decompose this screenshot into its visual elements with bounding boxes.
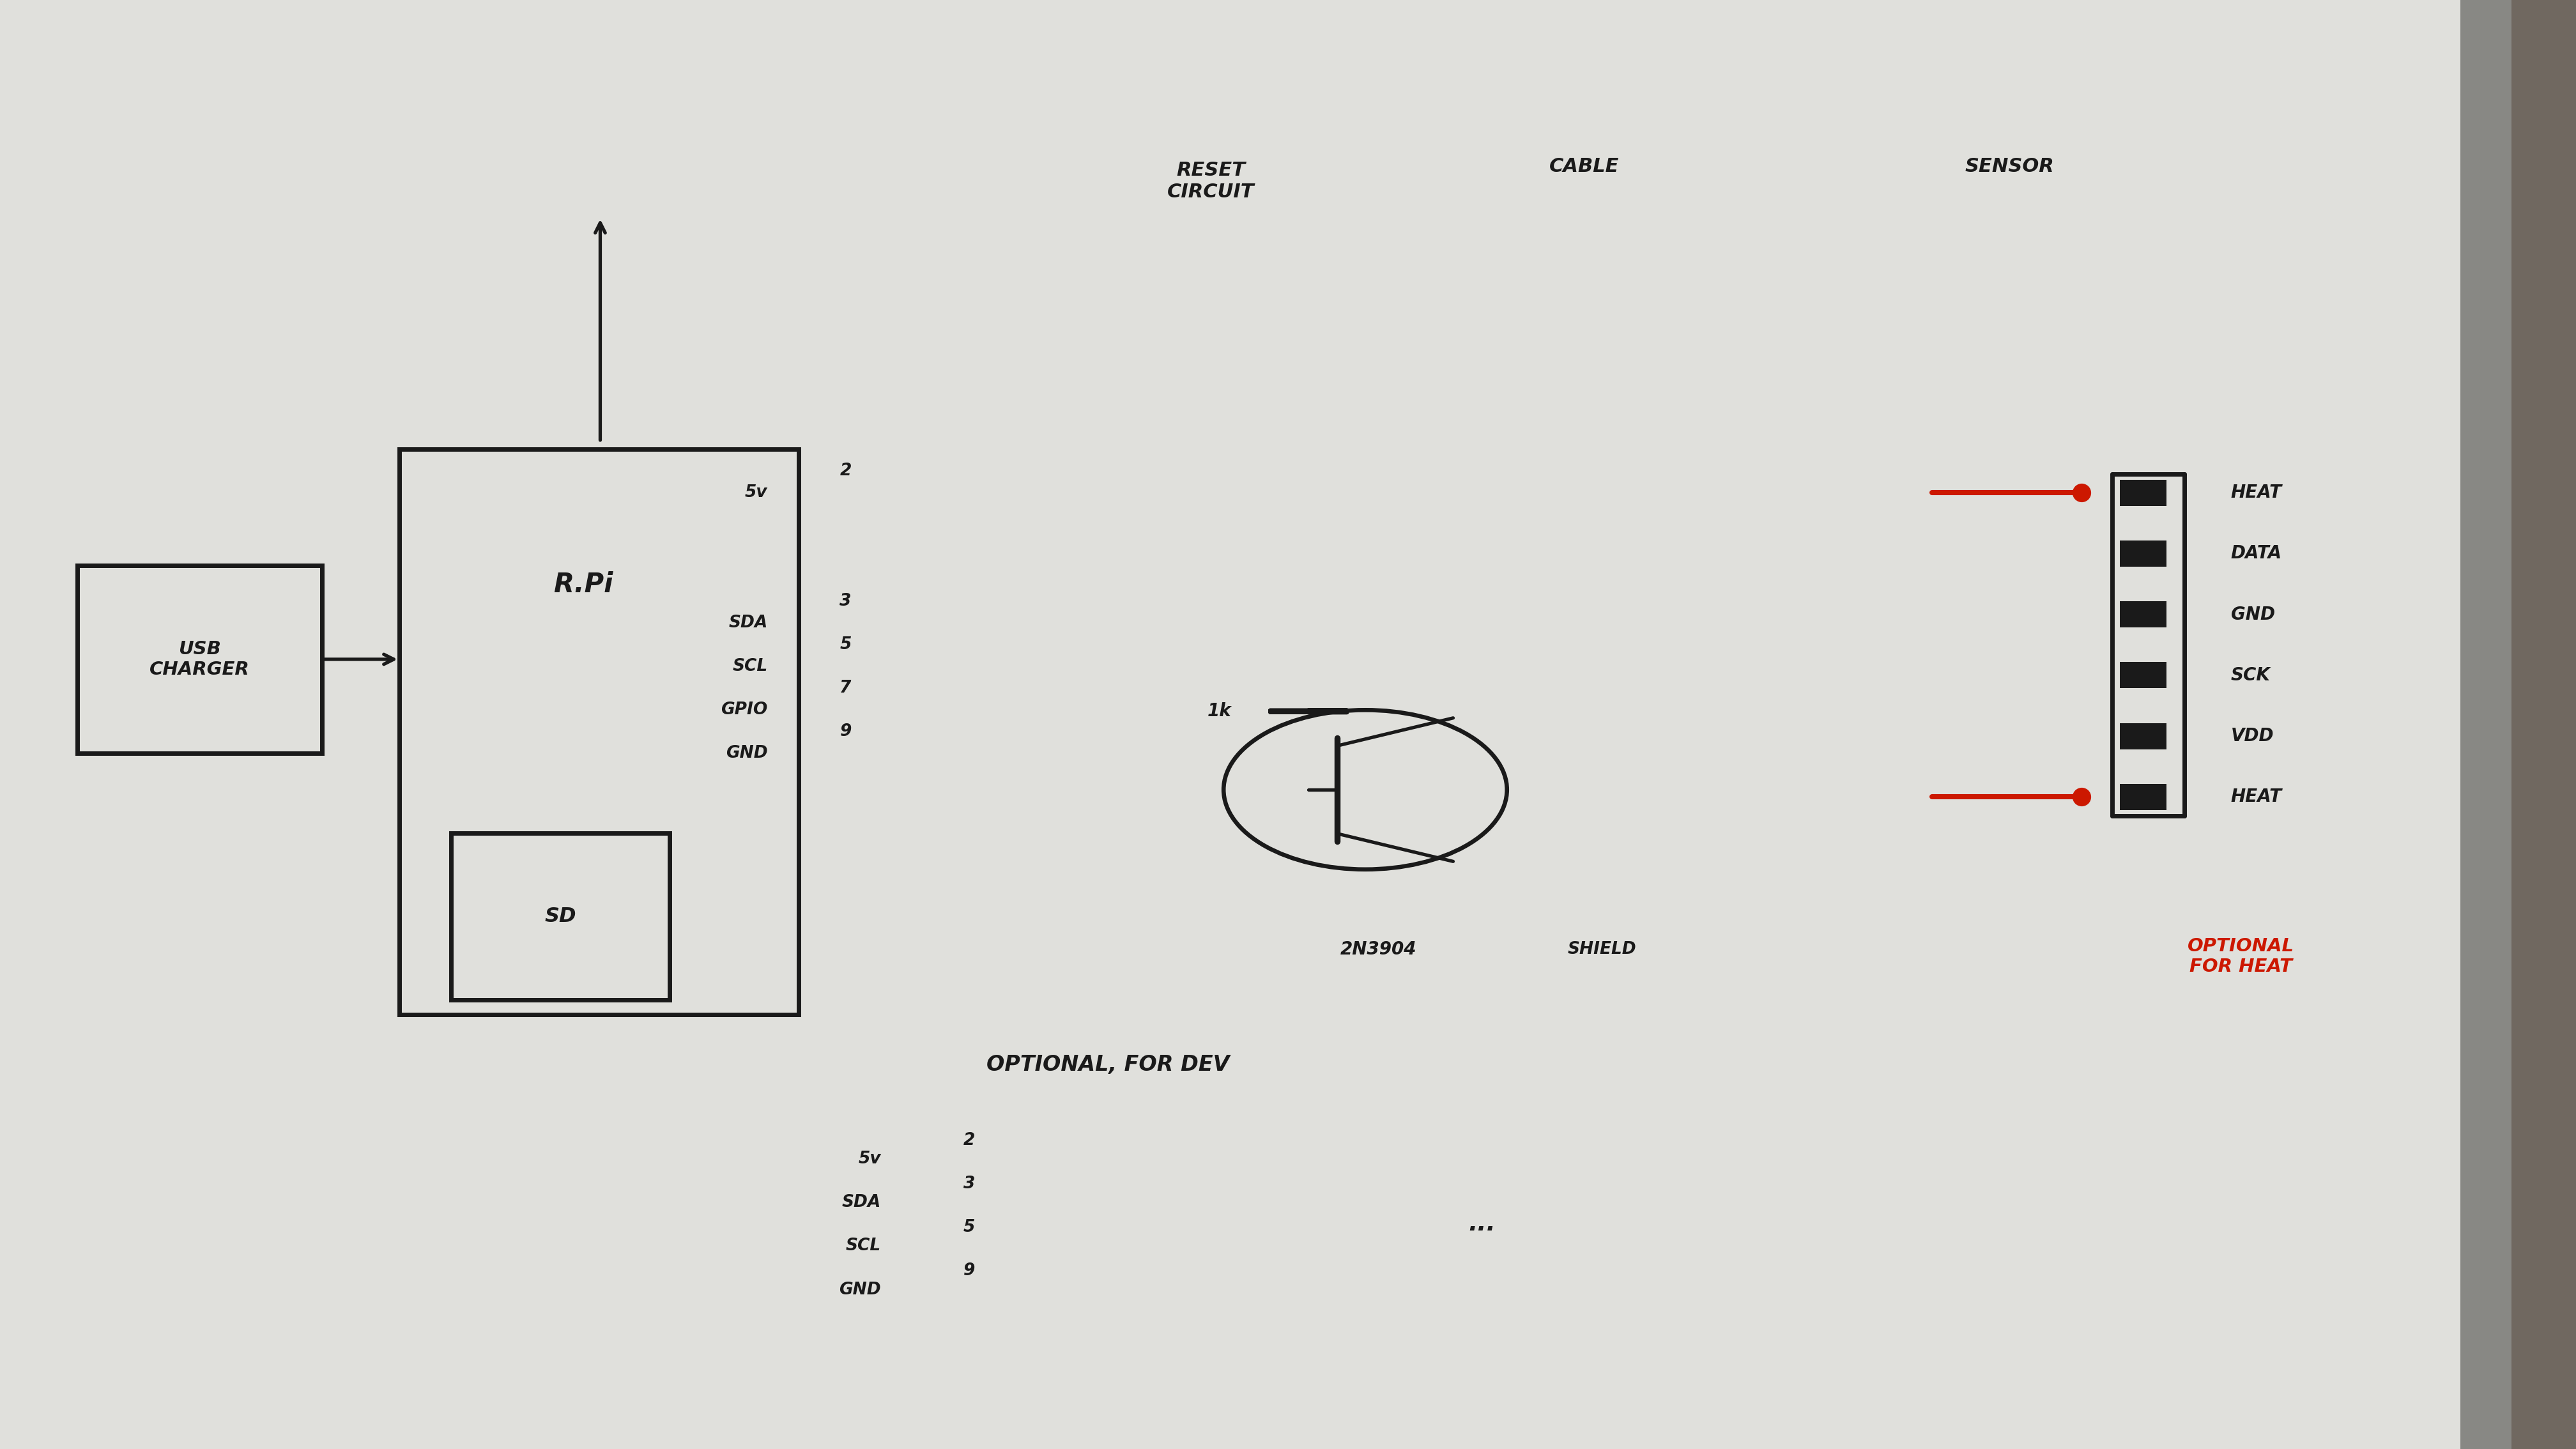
Text: HEAT: HEAT [2231,484,2282,501]
Text: DATA: DATA [2231,545,2282,562]
Text: SCK: SCK [2231,667,2269,684]
Text: SDA: SDA [729,614,768,632]
Bar [399,449,799,1014]
Text: SCL: SCL [732,658,768,675]
Text: GND: GND [726,745,768,762]
Text: 2: 2 [963,1132,976,1149]
Text: GND: GND [2231,606,2275,623]
Bar [2460,0,2576,1449]
Text: USB
CHARGER: USB CHARGER [149,640,250,678]
Bar [77,565,322,753]
Text: GND: GND [840,1281,881,1298]
Text: GPIO: GPIO [721,701,768,719]
Text: 5: 5 [963,1219,976,1236]
Bar [2120,540,2166,567]
Text: 2N3904: 2N3904 [1340,940,1417,958]
Text: 5v: 5v [744,484,768,501]
Text: 3: 3 [840,593,853,610]
Text: SHIELD: SHIELD [1569,940,1636,958]
Text: 9: 9 [840,723,853,740]
Bar [2512,0,2576,1449]
Text: R.Pi: R.Pi [554,571,613,598]
Text: OPTIONAL, FOR DEV: OPTIONAL, FOR DEV [987,1055,1229,1075]
Text: VDD: VDD [2231,727,2275,745]
Text: 5v: 5v [858,1151,881,1168]
Text: SD: SD [544,907,577,926]
Text: SDA: SDA [842,1194,881,1211]
Text: 5: 5 [840,636,853,653]
Text: 7: 7 [840,680,853,697]
Text: HEAT: HEAT [2231,788,2282,806]
Text: 9: 9 [963,1262,976,1279]
Text: SENSOR: SENSOR [1965,158,2053,175]
Text: 1k: 1k [1208,703,1231,720]
Text: 2: 2 [840,462,853,480]
Bar [2120,662,2166,688]
Text: RESET
CIRCUIT: RESET CIRCUIT [1167,161,1255,201]
Bar [451,833,670,1000]
Bar [2120,480,2166,506]
Text: OPTIONAL
FOR HEAT: OPTIONAL FOR HEAT [2187,938,2295,975]
Bar [2120,784,2166,810]
Text: SCL: SCL [845,1237,881,1255]
Text: ...: ... [1468,1213,1497,1236]
Bar [2120,601,2166,627]
Text: CABLE: CABLE [1548,158,1620,175]
Bar [2120,723,2166,749]
Text: 3: 3 [963,1175,976,1193]
